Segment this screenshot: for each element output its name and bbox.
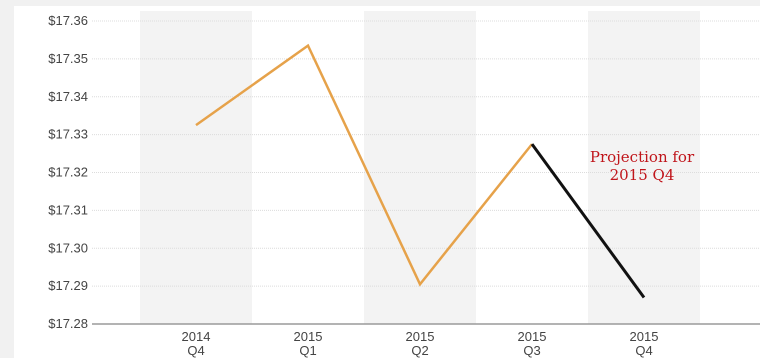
y-tick-label: $17.28 xyxy=(48,316,88,331)
x-tick-label: Q2 xyxy=(411,343,428,358)
y-tick-label: $17.30 xyxy=(48,240,88,255)
x-tick-label: Q3 xyxy=(523,343,540,358)
x-tick-label: 2015 xyxy=(518,329,547,344)
y-tick-label: $17.31 xyxy=(48,202,88,217)
column-band xyxy=(140,11,252,324)
x-tick-label: Q4 xyxy=(187,343,204,358)
x-tick-label: 2015 xyxy=(294,329,323,344)
x-tick-label: 2015 xyxy=(630,329,659,344)
column-bands xyxy=(140,11,700,324)
annotation-text: Projection for xyxy=(590,148,695,166)
x-tick-label: 2014 xyxy=(182,329,211,344)
x-tick-label: Q4 xyxy=(635,343,652,358)
actual-series-line xyxy=(195,43,533,287)
y-tick-label: $17.32 xyxy=(48,165,88,180)
series-lines xyxy=(195,43,646,299)
y-tick-label: $17.35 xyxy=(48,51,88,66)
chart-area: $17.36 $17.35 $17.34 $17.33 $17.32 $17.31 $17.… xyxy=(14,6,760,358)
axes: $17.36 $17.35 $17.34 $17.33 $17.32 $17.31 $17.… xyxy=(48,13,760,358)
line-chart: $17.36 $17.35 $17.34 $17.33 $17.32 $17.31 $17.… xyxy=(48,11,760,358)
annotation-text: 2015 Q4 xyxy=(610,166,675,184)
y-tick-label: $17.34 xyxy=(48,89,88,104)
y-tick-label: $17.29 xyxy=(48,278,88,293)
projection-series-line xyxy=(530,143,646,299)
y-tick-label: $17.36 xyxy=(48,13,88,28)
column-band xyxy=(364,11,476,324)
column-band xyxy=(588,11,700,324)
x-tick-label: 2015 xyxy=(406,329,435,344)
x-tick-label: Q1 xyxy=(299,343,316,358)
gridlines xyxy=(92,20,760,287)
y-tick-label: $17.33 xyxy=(48,127,88,142)
